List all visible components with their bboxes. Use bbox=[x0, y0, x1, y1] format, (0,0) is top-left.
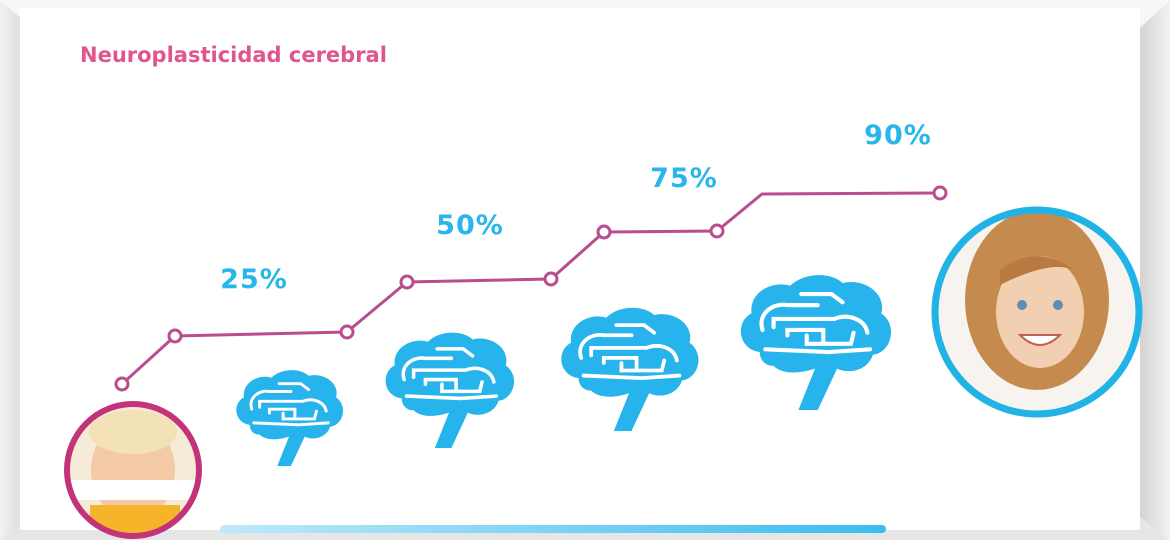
stage-label: 90% bbox=[864, 120, 932, 151]
timeline-bar bbox=[220, 525, 886, 533]
stage-label: 25% bbox=[220, 264, 288, 295]
point bbox=[598, 226, 610, 238]
title: Neuroplasticidad cerebral bbox=[80, 43, 387, 67]
point bbox=[545, 273, 557, 285]
point bbox=[934, 187, 946, 199]
stage-label: 50% bbox=[436, 210, 504, 241]
point bbox=[169, 330, 181, 342]
stage-label: 75% bbox=[650, 163, 718, 194]
eye bbox=[1017, 300, 1027, 310]
hair bbox=[89, 410, 177, 454]
infographic: Neuroplasticidad cerebral 25% 50% 75% 90… bbox=[0, 0, 1170, 540]
point bbox=[116, 378, 128, 390]
photo-mask bbox=[60, 480, 210, 500]
point bbox=[711, 225, 723, 237]
point bbox=[401, 276, 413, 288]
page: {"title": "Neuroplasticidad cerebral", "… bbox=[0, 0, 1170, 540]
point bbox=[341, 326, 353, 338]
eye bbox=[1053, 300, 1063, 310]
